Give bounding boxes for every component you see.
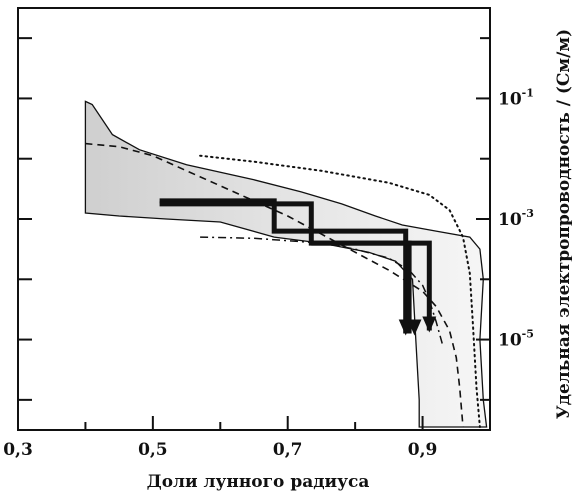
band-area: [84, 100, 488, 428]
x-axis-label: Доли лунного радиуса: [147, 472, 370, 492]
arrow-head-3: [422, 316, 437, 333]
series-line-3-dashdot: [200, 236, 444, 346]
y-tick-label-2: 10-5: [498, 328, 534, 351]
x-tick-label-1: 0,5: [138, 440, 168, 460]
x-tick-label-2: 0,7: [273, 440, 303, 460]
arrow-head-2: [407, 319, 422, 336]
y-tick-label-0: 10-1: [498, 86, 534, 109]
arrow-head-1: [398, 319, 413, 336]
series-line-6-thick-step: [311, 240, 432, 331]
arrow-layer: [398, 316, 437, 336]
series-line-1-dashed: [85, 142, 464, 428]
ticks-layer: 0,3 0,5 0,7 0,9 10-1 10-3 10-5: [3, 37, 534, 460]
y-axis-label: Удельная электропроводность / (См/м): [554, 29, 572, 419]
series-line-5-thick-step: [159, 201, 412, 334]
series-layer: [85, 142, 481, 428]
x-tick-label-0: 0,3: [3, 440, 33, 460]
series-line-2-dotted: [199, 154, 481, 428]
x-tick-label-3: 0,9: [408, 440, 438, 460]
series-line-4-thick-step: [159, 198, 409, 334]
y-tick-label-1: 10-3: [498, 207, 534, 230]
uncertainty-band: [84, 100, 488, 428]
